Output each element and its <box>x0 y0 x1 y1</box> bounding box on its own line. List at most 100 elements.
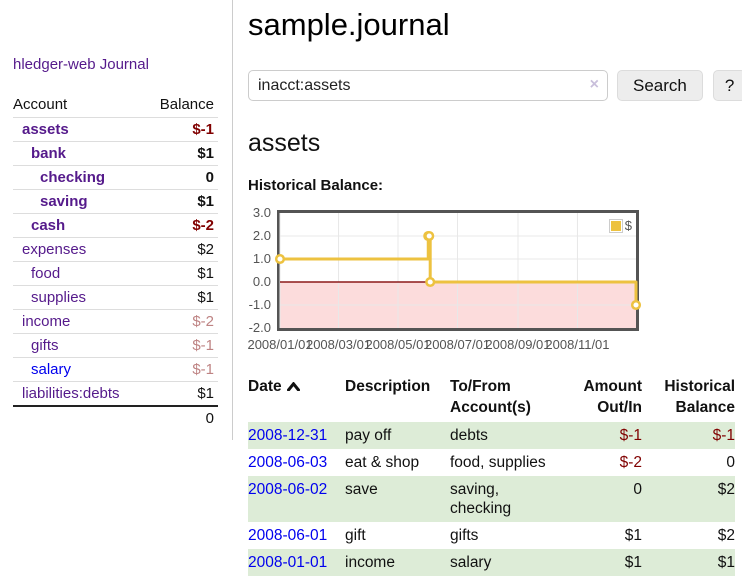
y-axis-tick-label: 3.0 <box>252 205 271 220</box>
transaction-amount: $1 <box>624 527 642 544</box>
transaction-balance: $-1 <box>642 422 735 449</box>
transaction-date-link[interactable]: 2008-01-01 <box>248 554 328 571</box>
account-row-income: income $-2 <box>13 309 218 334</box>
chart-canvas <box>274 213 642 328</box>
account-row-bank: bank $1 <box>13 141 218 166</box>
x-axis-tick-label: 2008/09/01 <box>485 337 551 352</box>
account-link-gifts[interactable]: gifts <box>31 337 59 354</box>
accounts-header-account: Account <box>13 96 68 113</box>
accounts-total-row: 0 <box>13 405 218 430</box>
chart-label: Historical Balance: <box>248 177 384 194</box>
x-axis-tick-label: 2008/01/01 <box>247 337 313 352</box>
transaction-balance: $2 <box>717 527 735 544</box>
transaction-description: eat & shop <box>345 454 420 471</box>
account-balance: 0 <box>145 165 218 190</box>
transaction-amount: $-1 <box>560 422 642 449</box>
register-header-row: Date Description To/From Account(s) Amou… <box>248 374 735 422</box>
account-link-liabilities:debts[interactable]: liabilities:debts <box>22 385 120 402</box>
transaction-accounts: saving, checking <box>450 476 560 522</box>
account-link-food[interactable]: food <box>31 265 61 282</box>
sidebar-item-journal[interactable]: Journal <box>99 56 149 73</box>
register-header-amount: Amount Out/In <box>583 378 642 416</box>
search-form: × Search ? <box>248 70 742 101</box>
register-row: 2008-06-03 eat & shop food, supplies $-2 0 <box>248 449 735 476</box>
search-input[interactable] <box>248 70 608 101</box>
account-balance: $1 <box>145 261 218 286</box>
page-title: sample.journal <box>248 7 450 42</box>
account-link-cash[interactable]: cash <box>31 217 66 234</box>
sidebar: hledger-web Journal Account Balance asse… <box>0 0 233 440</box>
account-balance: $1 <box>145 189 218 214</box>
search-button[interactable]: Search <box>617 70 703 101</box>
y-axis-tick-label: 0.0 <box>252 274 271 289</box>
transaction-date-link[interactable]: 2008-06-03 <box>248 454 328 471</box>
chart-legend: $ <box>607 217 633 234</box>
register-header-description: Description <box>345 378 431 395</box>
account-heading: assets <box>248 129 321 157</box>
chart-plot-area: $ <box>274 210 642 331</box>
account-balance: $1 <box>145 285 218 310</box>
transaction-description: pay off <box>345 422 450 449</box>
transaction-amount: $1 <box>560 549 642 576</box>
accounts-header-balance: Balance <box>159 96 214 113</box>
transaction-description: gift <box>345 527 366 544</box>
accounts-total-value: 0 <box>145 405 218 430</box>
transaction-accounts: food, supplies <box>450 454 546 471</box>
register-row: 2008-12-31 pay off debts $-1 $-1 <box>248 422 735 449</box>
transaction-description: save <box>345 476 450 522</box>
account-row-saving: saving $1 <box>13 189 218 214</box>
account-balance: $-1 <box>145 357 218 382</box>
register-row: 2008-06-02 save saving, checking 0 $2 <box>248 476 735 522</box>
y-axis-tick-label: 1.0 <box>252 251 271 266</box>
transaction-date-link[interactable]: 2008-06-02 <box>248 481 328 498</box>
account-balance: $-2 <box>145 213 218 238</box>
transaction-accounts: salary <box>450 549 560 576</box>
x-axis-tick-label: 2008/03/01 <box>305 337 372 352</box>
account-row-supplies: supplies $1 <box>13 285 218 310</box>
register-row: 2008-06-01 gift gifts $1 $2 <box>248 522 735 549</box>
account-row-checking: checking 0 <box>13 165 218 190</box>
transaction-amount: 0 <box>560 476 642 522</box>
account-balance: $-1 <box>145 117 218 142</box>
account-balance: $2 <box>145 237 218 262</box>
account-link-saving[interactable]: saving <box>40 193 88 210</box>
account-link-assets[interactable]: assets <box>22 121 69 138</box>
register-header-balance: Historical Balance <box>664 378 735 416</box>
register-table: Date Description To/From Account(s) Amou… <box>248 374 735 576</box>
transaction-date-link[interactable]: 2008-12-31 <box>248 427 328 444</box>
account-row-liabilities:debts: liabilities:debts $1 <box>13 381 218 406</box>
account-row-assets: assets $-1 <box>13 117 218 142</box>
register-row: 2008-01-01 income salary $1 $1 <box>248 549 735 576</box>
accounts-table-header: Account Balance <box>13 94 218 118</box>
account-link-salary[interactable]: salary <box>31 361 72 378</box>
y-axis-tick-label: -2.0 <box>248 320 271 335</box>
account-row-food: food $1 <box>13 261 218 286</box>
transaction-amount: $-2 <box>619 454 642 471</box>
account-link-expenses[interactable]: expenses <box>22 241 87 258</box>
transaction-date-link[interactable]: 2008-06-01 <box>248 527 328 544</box>
transaction-description: income <box>345 549 450 576</box>
account-balance: $1 <box>145 141 218 166</box>
account-link-checking[interactable]: checking <box>40 169 106 186</box>
clear-search-icon[interactable]: × <box>589 76 599 93</box>
account-row-gifts: gifts $-1 <box>13 333 218 358</box>
account-link-supplies[interactable]: supplies <box>31 289 87 306</box>
register-header-accounts: To/From Account(s) <box>450 378 531 416</box>
chart-legend-label: $ <box>624 218 632 233</box>
account-row-expenses: expenses $2 <box>13 237 218 262</box>
accounts-table: Account Balance assets $-1 bank $1 checking 0… <box>13 94 218 430</box>
account-link-income[interactable]: income <box>22 313 71 330</box>
account-row-cash: cash $-2 <box>13 213 218 238</box>
account-link-bank[interactable]: bank <box>31 145 67 162</box>
register-header-date[interactable]: Date <box>248 374 345 422</box>
y-axis-tick-label: -1.0 <box>248 297 271 312</box>
main-content: sample.journal × Search ? assets Histori… <box>233 0 742 576</box>
transaction-balance: $1 <box>642 549 735 576</box>
account-row-salary: salary $-1 <box>13 357 218 382</box>
x-axis-tick-label: 2008/05/01 <box>365 337 431 352</box>
y-axis-tick-label: 2.0 <box>252 228 271 243</box>
app-title-link[interactable]: hledger-web <box>13 56 96 73</box>
help-button[interactable]: ? <box>712 70 742 101</box>
transaction-balance: 0 <box>726 454 735 471</box>
